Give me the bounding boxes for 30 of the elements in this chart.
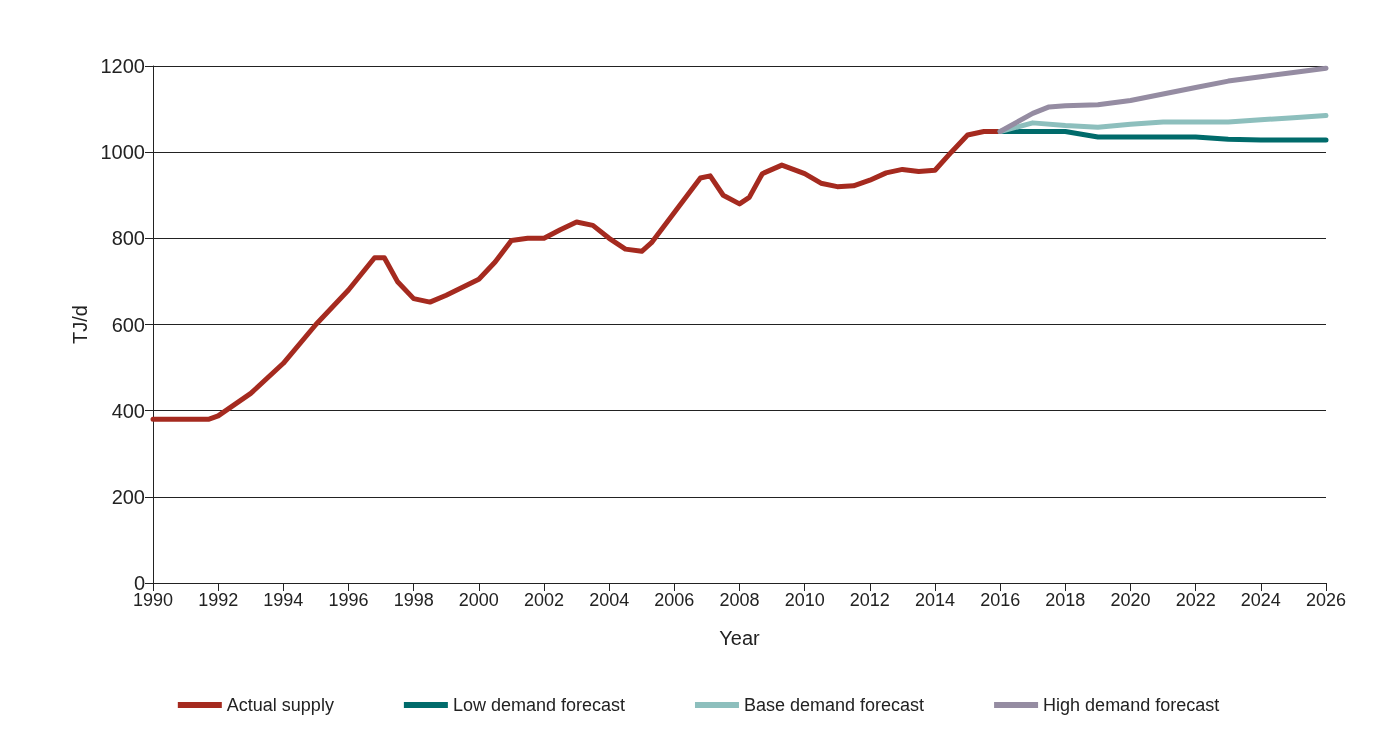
x-tick-label: 2014 xyxy=(914,590,956,610)
x-tick-label: 1994 xyxy=(263,590,304,610)
y-tick-label: 400 xyxy=(111,399,145,422)
x-tick-label: 1998 xyxy=(393,590,434,610)
x-tick-label: 2012 xyxy=(849,590,890,610)
y-tick-label: 200 xyxy=(111,485,145,508)
x-tick-label: 2024 xyxy=(1240,590,1281,610)
y-tick-label: 800 xyxy=(111,227,145,250)
x-tick-label: 2002 xyxy=(523,590,565,610)
x-tick-label: 2026 xyxy=(1305,590,1347,610)
y-tick-label: 1000 xyxy=(100,141,145,164)
x-tick-label: 2006 xyxy=(654,590,695,610)
x-tick-label: 2022 xyxy=(1175,590,1216,610)
x-tick-label: 2018 xyxy=(1045,590,1086,610)
x-tick-label: 2004 xyxy=(589,590,630,610)
x-tick-label: 2016 xyxy=(980,590,1021,610)
x-axis-title: Year xyxy=(719,627,761,649)
legend-label: High demand forecast xyxy=(1043,695,1220,715)
x-tick-label: 2010 xyxy=(784,590,825,610)
x-tick-label: 2000 xyxy=(458,590,499,610)
legend-label: Low demand forecast xyxy=(452,695,625,715)
y-axis-title: TJ/d xyxy=(68,305,91,344)
x-tick-label: 1996 xyxy=(328,590,369,610)
legend-label: Base demand forecast xyxy=(743,695,925,715)
x-tick-label: 1992 xyxy=(198,590,239,610)
x-tick-label: 2008 xyxy=(719,590,760,610)
x-tick-label: 2020 xyxy=(1110,590,1151,610)
legend-label: Actual supply xyxy=(226,695,334,715)
y-tick-label: 600 xyxy=(111,313,145,336)
y-tick-label: 1200 xyxy=(100,55,145,77)
